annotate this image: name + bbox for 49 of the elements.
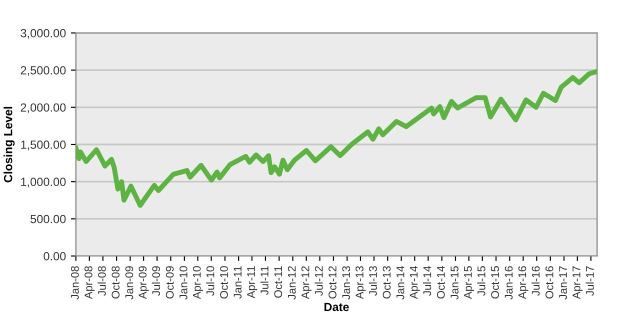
y-tick-label: 2,500.00 [20, 66, 66, 76]
x-tick-label: Jan-11 [234, 266, 242, 299]
x-tick-label: Jan-14 [396, 266, 404, 300]
x-tick-label: Oct-11 [274, 266, 282, 298]
x-tick-label: Jul-13 [368, 266, 377, 296]
x-tick-label: Apr-08 [84, 266, 95, 300]
y-axis-title: Closing Level [4, 106, 15, 182]
x-tick-label: Jul-10 [206, 266, 214, 296]
x-tick-label: Jul-16 [532, 266, 540, 296]
x-tick-label: Oct-12 [328, 266, 336, 299]
y-tick-label: 2,000.00 [20, 103, 66, 114]
x-tick-label: Jan-09 [125, 266, 134, 300]
x-tick-label: Jul-12 [314, 266, 323, 296]
x-tick-label: Apr-10 [192, 266, 203, 300]
x-tick-label: Apr-13 [356, 266, 366, 300]
x-tick-label: Apr-14 [410, 266, 420, 300]
y-tick-label: 0.00 [44, 252, 66, 260]
x-tick-label: Oct-16 [545, 266, 554, 299]
y-tick-label: 1,000.00 [21, 178, 66, 188]
x-tick-label: Apr-15 [464, 266, 474, 300]
x-tick-label: Oct-13 [382, 266, 391, 299]
x-tick-label: Jan-15 [450, 266, 458, 300]
x-tick-label: Jan-16 [504, 266, 513, 300]
x-tick-label: Oct-09 [166, 266, 174, 299]
x-tick-label: Apr-17 [572, 266, 583, 300]
x-tick-label: Jan-17 [559, 266, 567, 300]
x-tick-label: Jan-13 [342, 266, 350, 300]
y-tick-label: 500.00 [30, 214, 66, 224]
x-tick-label: Jul-14 [422, 266, 432, 296]
y-tick-label: 1,500.00 [21, 140, 66, 150]
x-axis-title: Date [324, 302, 349, 312]
x-tick-label: Oct-08 [112, 266, 120, 299]
x-tick-label: Jul-09 [152, 266, 160, 296]
x-tick-label: Oct-14 [436, 266, 445, 299]
x-tick-label: Oct-15 [491, 266, 500, 299]
x-tick-label: Apr-12 [301, 266, 312, 300]
x-tick-label: Jan-08 [71, 266, 79, 300]
x-tick-label: Jan-12 [288, 266, 296, 300]
x-tick-label: Jul-15 [477, 266, 486, 296]
x-tick-label: Jul-11 [260, 266, 268, 295]
x-tick-label: Apr-11 [247, 266, 258, 298]
x-tick-label: Jul-17 [586, 266, 594, 296]
y-tick-label: 3,000.00 [20, 28, 66, 39]
x-tick-label: Jul-08 [98, 266, 106, 296]
x-tick-label: Apr-09 [138, 266, 149, 300]
line-series [76, 69, 598, 208]
x-tick-label: Jan-10 [180, 266, 188, 300]
x-tick-label: Apr-16 [518, 266, 528, 300]
x-tick-label: Oct-10 [220, 266, 228, 299]
